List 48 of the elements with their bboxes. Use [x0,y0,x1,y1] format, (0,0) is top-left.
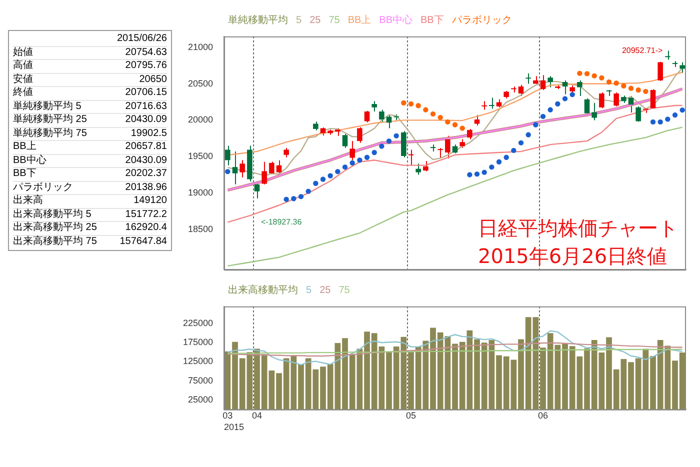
annotation: <-18927.36 [261,218,302,227]
text: 5 [306,284,312,298]
text: 単純移動平均 25 20430.09 [13,114,167,125]
text: 出来高移動平均 5 151772.2 [13,208,167,220]
y-tick-label: 125000 [182,356,213,366]
y-tick-label: 225000 [182,318,213,328]
text: 出来高移動平均 75 157647.84 [13,236,167,246]
text: 単純移動平均 5 20716.63 [13,100,167,112]
text: 単純移動平均 75 19902.5 [13,128,167,138]
text: BB上 20657.81 [13,141,167,152]
text: BB中心 20430.09 [13,154,167,166]
y-tick-label: 19500 [188,151,213,162]
x-tick-label: 06 [538,410,548,420]
text: パラボリック 20138.96 [13,182,167,192]
legend-title: 単純移動平均 [228,14,288,28]
text: 始値 20754.63 [13,46,167,58]
y-tick-label: 75000 [188,375,213,386]
y-tick-label: 20000 [188,114,213,125]
text: 25 [320,284,331,298]
text: 2015年6月26日終値 [478,243,668,270]
text: 2015/06/26 [116,33,167,46]
y-tick-label: 21000 [188,42,213,52]
text: BB下 20202.37 [13,168,167,179]
text: 出来高移動平均 25 162920.4 [13,222,167,233]
x-axis-title: 2015 [224,422,244,432]
text: 出来高 149120 [13,195,167,206]
y-tick-label: 20500 [188,78,213,88]
text: パラボリック [452,14,512,28]
x-tick-label: 04 [252,410,262,420]
text: 日経平均株価チャート [478,215,678,242]
text: 25 [310,14,321,28]
x-tick-label: 05 [406,410,416,420]
text: BB中心 [379,14,412,28]
x-tick-label: 03 [222,410,233,420]
y-tick-label: 19000 [188,188,213,198]
y-tick-label: 175000 [182,337,213,348]
text: 高値 20795.76 [13,60,167,71]
text: 安値 20650 [13,74,167,84]
annotation: 20952.71-> [622,46,663,55]
legend-title: 出来高移動平均 [228,284,298,298]
text: 5 [296,14,302,28]
text: 75 [338,284,350,298]
y-tick-label: 25000 [188,394,213,404]
y-tick-label: 18500 [188,224,213,234]
text: 75 [328,14,340,28]
text: BB下 [420,14,444,28]
text: 終値 20706.15 [13,87,167,98]
text: BB上 [348,14,372,28]
